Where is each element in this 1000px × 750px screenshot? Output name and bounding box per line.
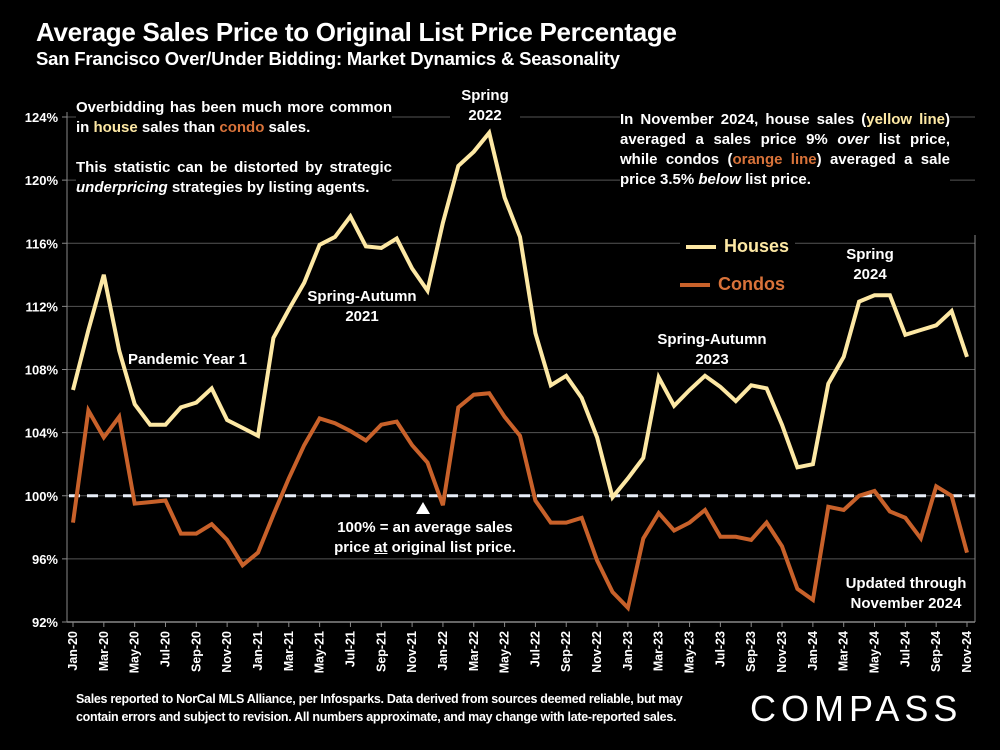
spring-2022-label: Spring 2022 xyxy=(450,86,520,126)
x-tick-label: Nov-22 xyxy=(590,631,604,673)
label-line: 100% = an average sales xyxy=(337,519,513,536)
note-text: ) averaged a sale price 3.5% xyxy=(620,151,950,188)
disclaimer-line: Sales reported to NorCal MLS Alliance, p… xyxy=(76,692,683,706)
label-line: price at original list price. xyxy=(320,538,530,558)
label-line: Spring xyxy=(461,87,509,104)
x-tick-label: May-24 xyxy=(868,631,882,673)
legend-label: Houses xyxy=(724,236,790,256)
legend-houses: Houses xyxy=(680,236,796,257)
overbidding-note: Overbidding has been much more common in… xyxy=(76,96,392,200)
series-line-condos xyxy=(71,391,969,612)
x-axis: Jan-20 Mar-20 May-20 Jul-20 Sep-20 Nov-20 Jan-… xyxy=(66,621,975,673)
x-tick-label: May-22 xyxy=(498,631,512,673)
x-tick-label: Mar-24 xyxy=(837,631,851,671)
x-tick-label: Nov-21 xyxy=(405,631,419,673)
x-tick-label: Jul-20 xyxy=(158,631,172,667)
note-text: This statistic can be distorted by strat… xyxy=(76,159,392,176)
x-tick-label: Mar-22 xyxy=(467,631,481,671)
y-axis: 92% 96% 100% 104% 108% 112% 116% 120% 124% xyxy=(25,110,976,630)
x-tick-label: Jan-24 xyxy=(806,631,820,671)
disclaimer-line: contain errors and subject to revision. … xyxy=(76,710,677,724)
y-tick-label: 112% xyxy=(25,299,58,314)
x-tick-label: Jan-23 xyxy=(621,631,635,671)
over-word: over xyxy=(837,131,870,148)
x-tick-label: Sep-21 xyxy=(374,631,388,672)
label-line: 2021 xyxy=(345,308,379,325)
x-tick-label: May-20 xyxy=(128,631,142,673)
note-text: strategies by listing agents. xyxy=(167,179,370,196)
x-tick-label: Sep-22 xyxy=(559,631,573,672)
x-tick-label: Mar-20 xyxy=(97,631,111,671)
label-line: 2023 xyxy=(695,351,729,368)
y-tick-label: 104% xyxy=(25,426,59,441)
x-tick-label: Jan-21 xyxy=(251,631,265,671)
x-tick-label: May-23 xyxy=(683,631,697,673)
series-lines xyxy=(71,128,969,612)
note-text: sales. xyxy=(264,119,311,136)
note-text: original list price. xyxy=(387,539,516,556)
label-line: November 2024 xyxy=(850,595,962,612)
legend-label: Condos xyxy=(718,274,785,294)
y-tick-label: 100% xyxy=(25,489,59,504)
note-text: ) averaged a sales price 9% xyxy=(620,111,950,148)
y-tick-label: 116% xyxy=(25,236,58,251)
label-line: 2024 xyxy=(853,266,887,283)
reference-note: 100% = an average sales price at origina… xyxy=(320,518,530,558)
x-tick-label: Nov-20 xyxy=(220,631,234,673)
condos-swatch-icon xyxy=(680,282,710,287)
footer-disclaimer: Sales reported to NorCal MLS Alliance, p… xyxy=(76,690,683,726)
houses-swatch-icon xyxy=(686,244,716,249)
note-text: In November 2024, house sales ( xyxy=(620,111,867,128)
label-line: Spring xyxy=(846,246,894,263)
x-tick-label: Nov-23 xyxy=(775,631,789,673)
y-tick-label: 96% xyxy=(32,552,58,567)
label-line: Updated through xyxy=(845,575,967,592)
at-word: at xyxy=(374,539,388,556)
x-tick-label: Mar-21 xyxy=(282,631,296,671)
legend-condos: Condos xyxy=(680,274,785,295)
note-text: list price. xyxy=(740,171,811,188)
yellow-line-word: yellow line xyxy=(866,111,945,128)
triangle-pointer-icon xyxy=(416,502,430,514)
label-line: 2022 xyxy=(468,107,502,124)
x-tick-label: May-21 xyxy=(313,631,327,673)
x-tick-label: Mar-23 xyxy=(652,631,666,671)
spring-2024-label: Spring 2024 xyxy=(835,245,905,285)
y-tick-label: 108% xyxy=(25,363,59,378)
x-tick-label: Sep-23 xyxy=(744,631,758,672)
label-line: Spring-Autumn xyxy=(307,288,417,305)
y-tick-label: 124% xyxy=(25,110,59,125)
note-text: price xyxy=(334,539,375,556)
below-word: below xyxy=(698,171,741,188)
note-text: sales than xyxy=(137,119,220,136)
house-word: house xyxy=(93,119,138,136)
x-tick-label: Sep-24 xyxy=(929,631,943,672)
x-tick-label: Jul-24 xyxy=(898,631,912,667)
spring-autumn-2021-label: Spring-Autumn 2021 xyxy=(300,287,424,327)
x-tick-label: Sep-20 xyxy=(189,631,203,672)
spring-autumn-2023-label: Spring-Autumn 2023 xyxy=(650,330,774,370)
orange-line-word: orange line xyxy=(732,151,817,168)
note-text: Overbidding has been much more common in xyxy=(76,99,392,136)
x-tick-label: Jan-22 xyxy=(436,631,450,671)
series-line-houses xyxy=(71,128,969,502)
x-tick-label: Nov-24 xyxy=(960,631,974,673)
condo-word: condo xyxy=(219,119,265,136)
chart-subtitle: San Francisco Over/Under Bidding: Market… xyxy=(36,48,620,69)
label-line: Spring-Autumn xyxy=(657,331,767,348)
updated-through-label: Updated through November 2024 xyxy=(838,574,974,614)
note-text: list price, while condos ( xyxy=(620,131,951,168)
pandemic-year-1-label: Pandemic Year 1 xyxy=(128,351,247,368)
x-tick-label: Jul-23 xyxy=(713,631,727,667)
x-tick-label: Jul-21 xyxy=(343,631,357,667)
november-2024-note: In November 2024, house sales (yellow li… xyxy=(620,108,950,192)
compass-logo: COMPASS xyxy=(750,688,963,729)
chart-title: Average Sales Price to Original List Pri… xyxy=(36,17,677,47)
y-tick-label: 120% xyxy=(25,173,59,188)
underpricing-word: underpricing xyxy=(76,179,168,196)
x-tick-label: Jan-20 xyxy=(66,631,80,671)
y-tick-label: 92% xyxy=(32,615,58,630)
x-tick-label: Jul-22 xyxy=(528,631,542,667)
